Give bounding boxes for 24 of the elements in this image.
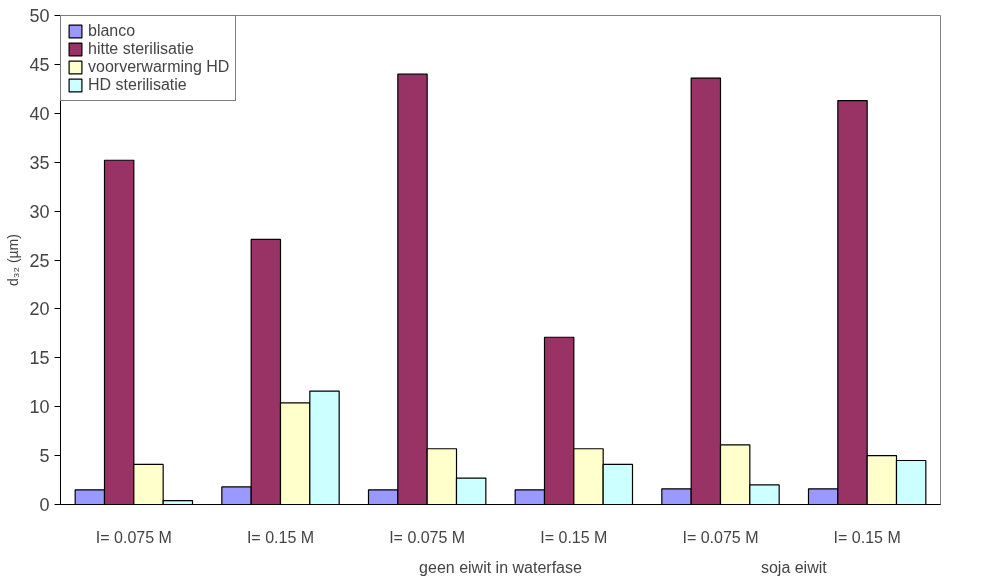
y-tick-label: 30 xyxy=(29,201,50,222)
x-tick-label: I= 0.15 M xyxy=(540,528,608,546)
y-tick-label: 45 xyxy=(29,54,50,75)
legend-label: blanco xyxy=(88,22,136,40)
y-tick-label: 25 xyxy=(29,250,50,271)
legend-label: voorverwarming HD xyxy=(88,58,230,76)
text: geen eiwit in waterfase xyxy=(419,558,582,576)
y-tick-label: 35 xyxy=(29,152,50,173)
x-tick-label: I= 0.075 M xyxy=(95,528,172,546)
x-tick-label: I= 0.075 M xyxy=(682,528,759,546)
y-tick-label: 0 xyxy=(39,495,50,515)
y-tick-label: 50 xyxy=(29,6,50,26)
legend-label: hitte sterilisatie xyxy=(88,40,194,58)
y-axis-title: d₃₂ (µm) xyxy=(5,234,22,286)
text: soja eiwit xyxy=(760,558,828,576)
y-tick-label: 10 xyxy=(29,397,50,418)
x-tick-label: I= 0.075 M xyxy=(389,528,466,546)
y-tick-label: 5 xyxy=(39,446,50,467)
x-tick-label: I= 0.15 M xyxy=(246,528,315,546)
x-tick-label: I= 0.15 M xyxy=(833,528,901,546)
y-tick-label: 15 xyxy=(29,348,50,369)
y-tick-label: 40 xyxy=(29,103,50,124)
legend-label: HD sterilisatie xyxy=(88,76,187,94)
y-tick-label: 20 xyxy=(29,299,50,320)
